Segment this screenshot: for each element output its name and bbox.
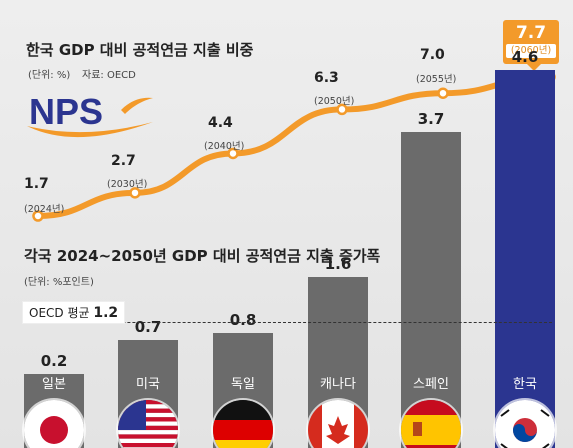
latest-value-callout: 7.7 (2060년) [503,20,559,71]
point-value-label: 2.7 [111,153,136,169]
line-point [32,210,44,222]
bar-category-label: 캐나다 [320,377,356,392]
bar-5 [495,70,555,448]
line-point [227,147,239,160]
latest-value: 7.7 [515,23,547,43]
series-line [35,74,553,219]
japan-flag-icon [24,400,84,448]
point-value-label: 6.3 [314,70,339,86]
point-year-label: (2050년) [314,96,355,107]
line-point [437,87,449,99]
bar-4 [401,132,461,448]
spain-flag-icon [401,400,461,448]
top-chart-unit: (단위: %) [28,70,71,81]
bar-value-label: 4.6 [511,48,539,66]
bar-category-label: 독일 [231,377,255,392]
latest-year: (2060년) [506,44,556,58]
nps-logo-icon: NPS [27,91,153,138]
point-value-label: 7.0 [420,47,445,63]
oecd-average-text: OECD 평균 [29,306,90,320]
top-chart-source: 자료: OECD [82,70,136,81]
bar-category-label: 스페인 [413,377,449,392]
oecd-average-value: 1.2 [93,305,119,321]
logo-text: NPS [29,91,103,132]
line-point [129,187,141,199]
korea-flag-icon [495,400,555,448]
germany-flag-icon [213,400,273,448]
oecd-average-label: OECD 평균 1.2 [22,301,126,324]
point-year-label: (2030년) [107,179,148,190]
bottom-chart-unit: (단위: %포인트) [24,277,94,288]
bar-value-label: 3.7 [417,110,445,129]
bar-value-label: 0.7 [134,317,162,336]
point-year-label: (2055년) [416,74,457,85]
point-value-label: 1.7 [24,176,49,192]
bar-category-label: 일본 [42,377,66,392]
top-chart-title: 한국 GDP 대비 공적연금 지출 비중 [26,41,254,59]
oecd-average-line [22,322,552,323]
bar-value-label: 0.2 [40,352,68,371]
bar-category-label: 한국 [513,377,537,392]
bar-value-label: 0.8 [229,310,257,329]
bar-category-label: 미국 [136,377,160,392]
point-year-label: (2040년) [204,141,245,152]
line-point [336,103,348,116]
bar-value-label: 1.6 [324,255,352,274]
bottom-chart-title: 각국 2024~2050년 GDP 대비 공적연금 지출 증가폭 [24,247,381,265]
point-value-label: 4.4 [208,115,233,131]
point-year-label: (2024년) [24,204,65,215]
